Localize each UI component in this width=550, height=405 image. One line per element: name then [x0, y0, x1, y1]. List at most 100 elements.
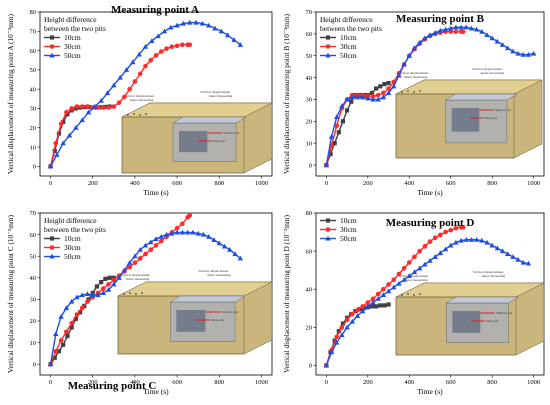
- y-tick-label: 40: [306, 75, 313, 82]
- measuring-point-dot: [127, 114, 129, 116]
- data-point-30cm: [100, 105, 106, 110]
- deep-pit: [452, 311, 481, 333]
- data-point-50cm: [396, 280, 402, 286]
- data-point-50cm: [411, 45, 418, 51]
- y-tick-label: 0: [309, 363, 312, 370]
- data-point-30cm: [79, 104, 85, 109]
- data-point-10cm: [349, 99, 354, 104]
- y-tick-label: 30: [30, 106, 37, 113]
- data-point-30cm: [349, 311, 355, 317]
- legend-entry-50cm: 50cm: [340, 234, 357, 243]
- data-point-50cm: [442, 246, 449, 252]
- data-point-50cm: [58, 313, 64, 319]
- data-point-10cm: [77, 310, 83, 315]
- inset-label-right: Vertical displacement: [473, 270, 503, 274]
- data-point-50cm: [126, 259, 133, 265]
- data-point-50cm: [73, 125, 79, 130]
- data-point-30cm: [106, 105, 111, 110]
- data-point-50cm: [121, 267, 128, 273]
- inset-label-right: meter measuring: [207, 273, 231, 277]
- data-point-30cm: [153, 53, 159, 58]
- data-point-50cm: [180, 20, 187, 26]
- data-point-30cm: [158, 49, 164, 54]
- legend-title: between the two pits: [44, 225, 106, 234]
- data-point-30cm: [74, 312, 80, 317]
- data-point-30cm: [187, 212, 193, 218]
- x-tick-label: 200: [88, 180, 98, 187]
- data-point-10cm: [382, 303, 387, 308]
- data-point-50cm: [149, 38, 155, 43]
- data-point-50cm: [132, 253, 138, 259]
- data-point-50cm: [370, 96, 376, 102]
- data-point-50cm: [510, 254, 516, 259]
- data-point-30cm: [64, 110, 69, 115]
- data-point-10cm: [386, 302, 391, 307]
- series-line-30cm: [325, 30, 464, 166]
- data-point-30cm: [180, 221, 185, 227]
- y-tick-label: 0: [33, 164, 36, 171]
- data-point-50cm: [453, 239, 459, 245]
- data-point-30cm: [137, 256, 143, 261]
- data-point-10cm: [378, 303, 383, 308]
- data-point-30cm: [169, 44, 175, 50]
- y-axis-label: Vertical displacement of measuring point…: [6, 215, 15, 373]
- legend-marker: [49, 245, 55, 250]
- data-point-10cm: [61, 342, 66, 347]
- y-tick-label: 70: [306, 9, 313, 16]
- data-point-50cm: [468, 25, 475, 31]
- measuring-point-dot: [413, 294, 415, 296]
- data-point-50cm: [520, 259, 527, 265]
- data-point-50cm: [92, 103, 98, 109]
- data-point-50cm: [525, 260, 532, 266]
- inset-shallow-pit-label: Shallow pit: [496, 311, 512, 315]
- data-point-50cm: [432, 254, 438, 259]
- data-point-30cm: [438, 232, 443, 238]
- legend-title: between the two pits: [320, 24, 382, 33]
- data-point-50cm: [458, 237, 464, 243]
- data-point-50cm: [401, 61, 407, 67]
- data-point-30cm: [386, 282, 391, 287]
- data-point-50cm: [212, 25, 218, 31]
- data-point-50cm: [479, 237, 485, 243]
- pit-top: [172, 116, 247, 124]
- legend-entry-30cm: 30cm: [64, 243, 81, 252]
- legend-title: Height difference: [44, 15, 97, 24]
- data-point-50cm: [370, 299, 376, 305]
- data-point-50cm: [137, 246, 143, 252]
- chart-title: Measuring point A: [111, 4, 199, 16]
- data-point-30cm: [334, 123, 340, 129]
- legend-entry-30cm: 30cm: [64, 42, 81, 51]
- data-point-50cm: [161, 28, 168, 34]
- data-point-10cm: [107, 275, 112, 280]
- data-point-50cm: [155, 33, 161, 39]
- data-point-30cm: [460, 224, 466, 230]
- data-point-50cm: [168, 24, 174, 30]
- data-point-50cm: [142, 242, 149, 248]
- data-point-50cm: [187, 19, 193, 25]
- data-point-50cm: [218, 28, 225, 34]
- inset-label-left: meter measuring: [404, 278, 428, 282]
- data-point-50cm: [432, 30, 438, 35]
- data-point-50cm: [60, 140, 66, 146]
- inset-schematic: Shallow pit Deep pit Vertical displacement…: [395, 270, 545, 356]
- data-point-50cm: [385, 90, 392, 95]
- x-tick-label: 600: [172, 379, 182, 386]
- legend-title: Height difference: [44, 216, 97, 225]
- inset-deep-pit-label: Deep pit: [212, 318, 224, 322]
- x-tick-label: 0: [49, 379, 52, 386]
- data-point-50cm: [68, 298, 75, 304]
- inset-label-left: Vertical displacement: [398, 274, 428, 278]
- data-point-30cm: [127, 86, 132, 92]
- y-tick-label: 60: [30, 232, 37, 239]
- data-point-50cm: [205, 234, 212, 239]
- data-point-50cm: [199, 20, 206, 26]
- data-point-50cm: [442, 26, 449, 32]
- series-line-30cm: [325, 226, 464, 366]
- data-point-50cm: [453, 24, 459, 30]
- x-tick-label: 400: [130, 379, 140, 386]
- data-point-50cm: [375, 296, 381, 301]
- measuring-point-dot: [419, 90, 421, 92]
- inset-label-left: Vertical displacement: [124, 94, 154, 98]
- x-tick-label: 400: [130, 180, 140, 187]
- y-tick-label: 60: [30, 48, 37, 55]
